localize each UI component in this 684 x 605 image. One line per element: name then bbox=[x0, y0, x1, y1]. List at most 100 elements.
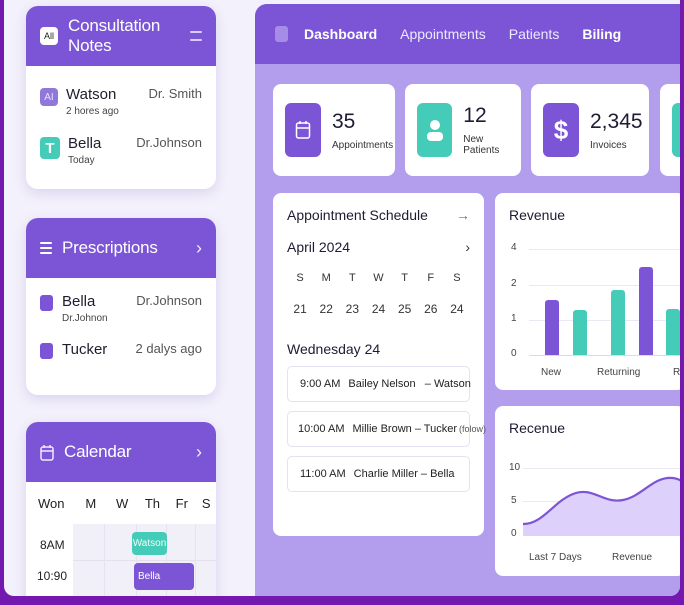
chevron-right-icon[interactable]: › bbox=[196, 237, 202, 258]
consultation-notes-card: All Consultation Notes AI Watson 2 hores… bbox=[26, 6, 216, 189]
y-tick: 2 bbox=[511, 278, 517, 289]
stat-value: 2,345 bbox=[590, 109, 643, 133]
date-cell[interactable]: 25 bbox=[397, 302, 412, 316]
consultation-notes-title: Consultation Notes bbox=[68, 16, 161, 55]
month-label: April 2024 bbox=[287, 239, 351, 255]
app-logo-icon bbox=[275, 26, 288, 42]
prescriber: Dr.Johnon bbox=[62, 313, 108, 324]
weekday-label: S bbox=[453, 272, 461, 284]
mini-calendar: S M T W T F S 21 22 23 24 25 26 24 bbox=[287, 269, 470, 331]
patient-name: Bella bbox=[68, 135, 102, 152]
doctor-name: Dr.Johnson bbox=[136, 135, 202, 150]
y-tick: 1 bbox=[511, 313, 517, 324]
doctor-name: Dr. Smith bbox=[148, 86, 202, 101]
stat-card-new-patients[interactable]: 12 New Patients bbox=[405, 84, 521, 176]
appointment-note: (folow) bbox=[459, 424, 487, 434]
chevron-right-icon[interactable]: › bbox=[196, 441, 202, 462]
x-label: New bbox=[541, 367, 562, 378]
day-header: Fr bbox=[175, 496, 188, 511]
appointment-text: Charlie Miller – Bella bbox=[353, 468, 455, 480]
app-frame: All Consultation Notes AI Watson 2 hores… bbox=[4, 0, 680, 596]
calendar-card: Calendar › Won M W Th Fr S 8AM 10:90 Wat… bbox=[26, 422, 216, 596]
revenue-bar-chart-card: Revenue 4 2 1 0 New Returning R bbox=[495, 193, 680, 390]
nav-dashboard[interactable]: Dashboard bbox=[304, 26, 378, 42]
date-cell[interactable]: 24 bbox=[450, 302, 464, 316]
prescriptions-header[interactable]: Prescriptions › bbox=[26, 218, 216, 278]
note-item-watson[interactable]: AI Watson 2 hores ago Dr. Smith bbox=[26, 86, 216, 117]
x-label: Revenue bbox=[612, 552, 653, 563]
weekday-label: W bbox=[373, 272, 384, 284]
dashboard-panel: Dashboard Appointments Patients Biling 3… bbox=[255, 4, 680, 596]
nav-patients[interactable]: Patients bbox=[508, 26, 560, 42]
y-tick: 0 bbox=[511, 528, 517, 539]
appointment-item[interactable]: 9:00 AM Bailey Nelson – Watson bbox=[287, 366, 471, 402]
revenue-area-chart[interactable] bbox=[523, 464, 680, 536]
calendar-header[interactable]: Calendar › bbox=[26, 422, 216, 482]
note-time: Today bbox=[68, 155, 95, 166]
weekday-label: S bbox=[296, 272, 304, 284]
day-header: Th bbox=[144, 496, 161, 511]
bar-returning-purple[interactable] bbox=[639, 267, 653, 355]
next-month-icon[interactable]: › bbox=[465, 239, 470, 255]
menu-icon[interactable] bbox=[190, 31, 202, 41]
prescription-icon bbox=[40, 295, 53, 311]
date-cell[interactable]: 24 bbox=[371, 302, 386, 316]
bar-returning-teal[interactable] bbox=[611, 290, 625, 355]
time-label: 8AM bbox=[40, 538, 65, 552]
stat-card-appointments[interactable]: 35 Appointments bbox=[273, 84, 395, 176]
stat-label: Invoices bbox=[590, 139, 627, 151]
stat-value: 35 bbox=[332, 109, 356, 133]
x-label: Returning bbox=[597, 367, 641, 378]
top-nav: Dashboard Appointments Patients Biling bbox=[255, 4, 680, 64]
prescription-time: 2 dalys ago bbox=[135, 341, 203, 356]
arrow-right-icon[interactable]: → bbox=[456, 207, 470, 223]
appointment-schedule-card: Appointment Schedule → April 2024 › S M … bbox=[273, 193, 486, 536]
date-cell[interactable]: 22 bbox=[319, 302, 333, 316]
note-item-bella[interactable]: T Bella Today Dr.Johnson bbox=[26, 135, 216, 166]
schedule-title: Appointment Schedule bbox=[287, 207, 428, 223]
patient-name: Bella bbox=[62, 293, 96, 310]
prescription-item[interactable]: Bella Dr.Johnon Dr.Johnson bbox=[26, 293, 216, 324]
all-filter-badge[interactable]: All bbox=[40, 27, 58, 45]
time-label: 10:90 bbox=[37, 569, 68, 583]
nav-billing[interactable]: Biling bbox=[582, 26, 622, 42]
prescriptions-title: Prescriptions bbox=[62, 238, 158, 257]
stat-icon bbox=[672, 103, 680, 157]
date-cell[interactable]: 23 bbox=[345, 302, 360, 316]
date-cell[interactable]: 21 bbox=[293, 302, 307, 316]
appointment-time: 9:00 AM bbox=[300, 378, 341, 390]
note-time: 2 hores ago bbox=[66, 106, 119, 117]
y-tick: 4 bbox=[511, 242, 517, 253]
y-tick: 5 bbox=[511, 495, 517, 506]
revenue-line-chart-card: Recenue 10 5 0 Last 7 Days Revenue bbox=[495, 406, 680, 576]
patient-name: Tucker bbox=[62, 341, 108, 358]
prescription-icon bbox=[40, 343, 53, 359]
user-icon bbox=[417, 103, 453, 157]
day-title: Wednesday 24 bbox=[287, 341, 381, 357]
stat-label: New Patients bbox=[463, 134, 500, 156]
appointment-text: Millie Brown – Tucker bbox=[352, 423, 458, 435]
appointment-item[interactable]: 10:00 AM Millie Brown – Tucker (folow) bbox=[287, 411, 486, 447]
calendar-event-bella[interactable]: Bella bbox=[134, 563, 194, 590]
weekday-label: F bbox=[427, 272, 435, 284]
calendar-event-watson[interactable]: Watson bbox=[132, 532, 167, 555]
appointment-time: 10:00 AM bbox=[298, 423, 345, 435]
y-tick: 10 bbox=[509, 462, 521, 473]
avatar: T bbox=[40, 137, 60, 159]
nav-appointments[interactable]: Appointments bbox=[400, 26, 486, 42]
x-label: Last 7 Days bbox=[529, 552, 582, 563]
calendar-title: Calendar bbox=[64, 442, 132, 461]
appointment-item[interactable]: 11:00 AM Charlie Miller – Bella bbox=[287, 456, 470, 492]
stat-card-invoices[interactable]: $ 2,345 Invoices bbox=[531, 84, 649, 176]
bar-new-purple[interactable] bbox=[545, 300, 559, 355]
appointment-text: Bailey Nelson – Watson bbox=[348, 378, 471, 390]
stat-card-partial[interactable] bbox=[660, 84, 680, 176]
bar-new-teal[interactable] bbox=[573, 310, 587, 355]
dollar-icon: $ bbox=[543, 103, 579, 157]
prescription-item[interactable]: Tucker 2 dalys ago bbox=[26, 341, 216, 359]
chart-title: Revenue bbox=[509, 207, 566, 223]
calendar-icon bbox=[285, 103, 321, 157]
date-cell[interactable]: 26 bbox=[424, 302, 438, 316]
avatar: AI bbox=[40, 88, 58, 106]
bar-r-teal[interactable] bbox=[666, 309, 680, 355]
